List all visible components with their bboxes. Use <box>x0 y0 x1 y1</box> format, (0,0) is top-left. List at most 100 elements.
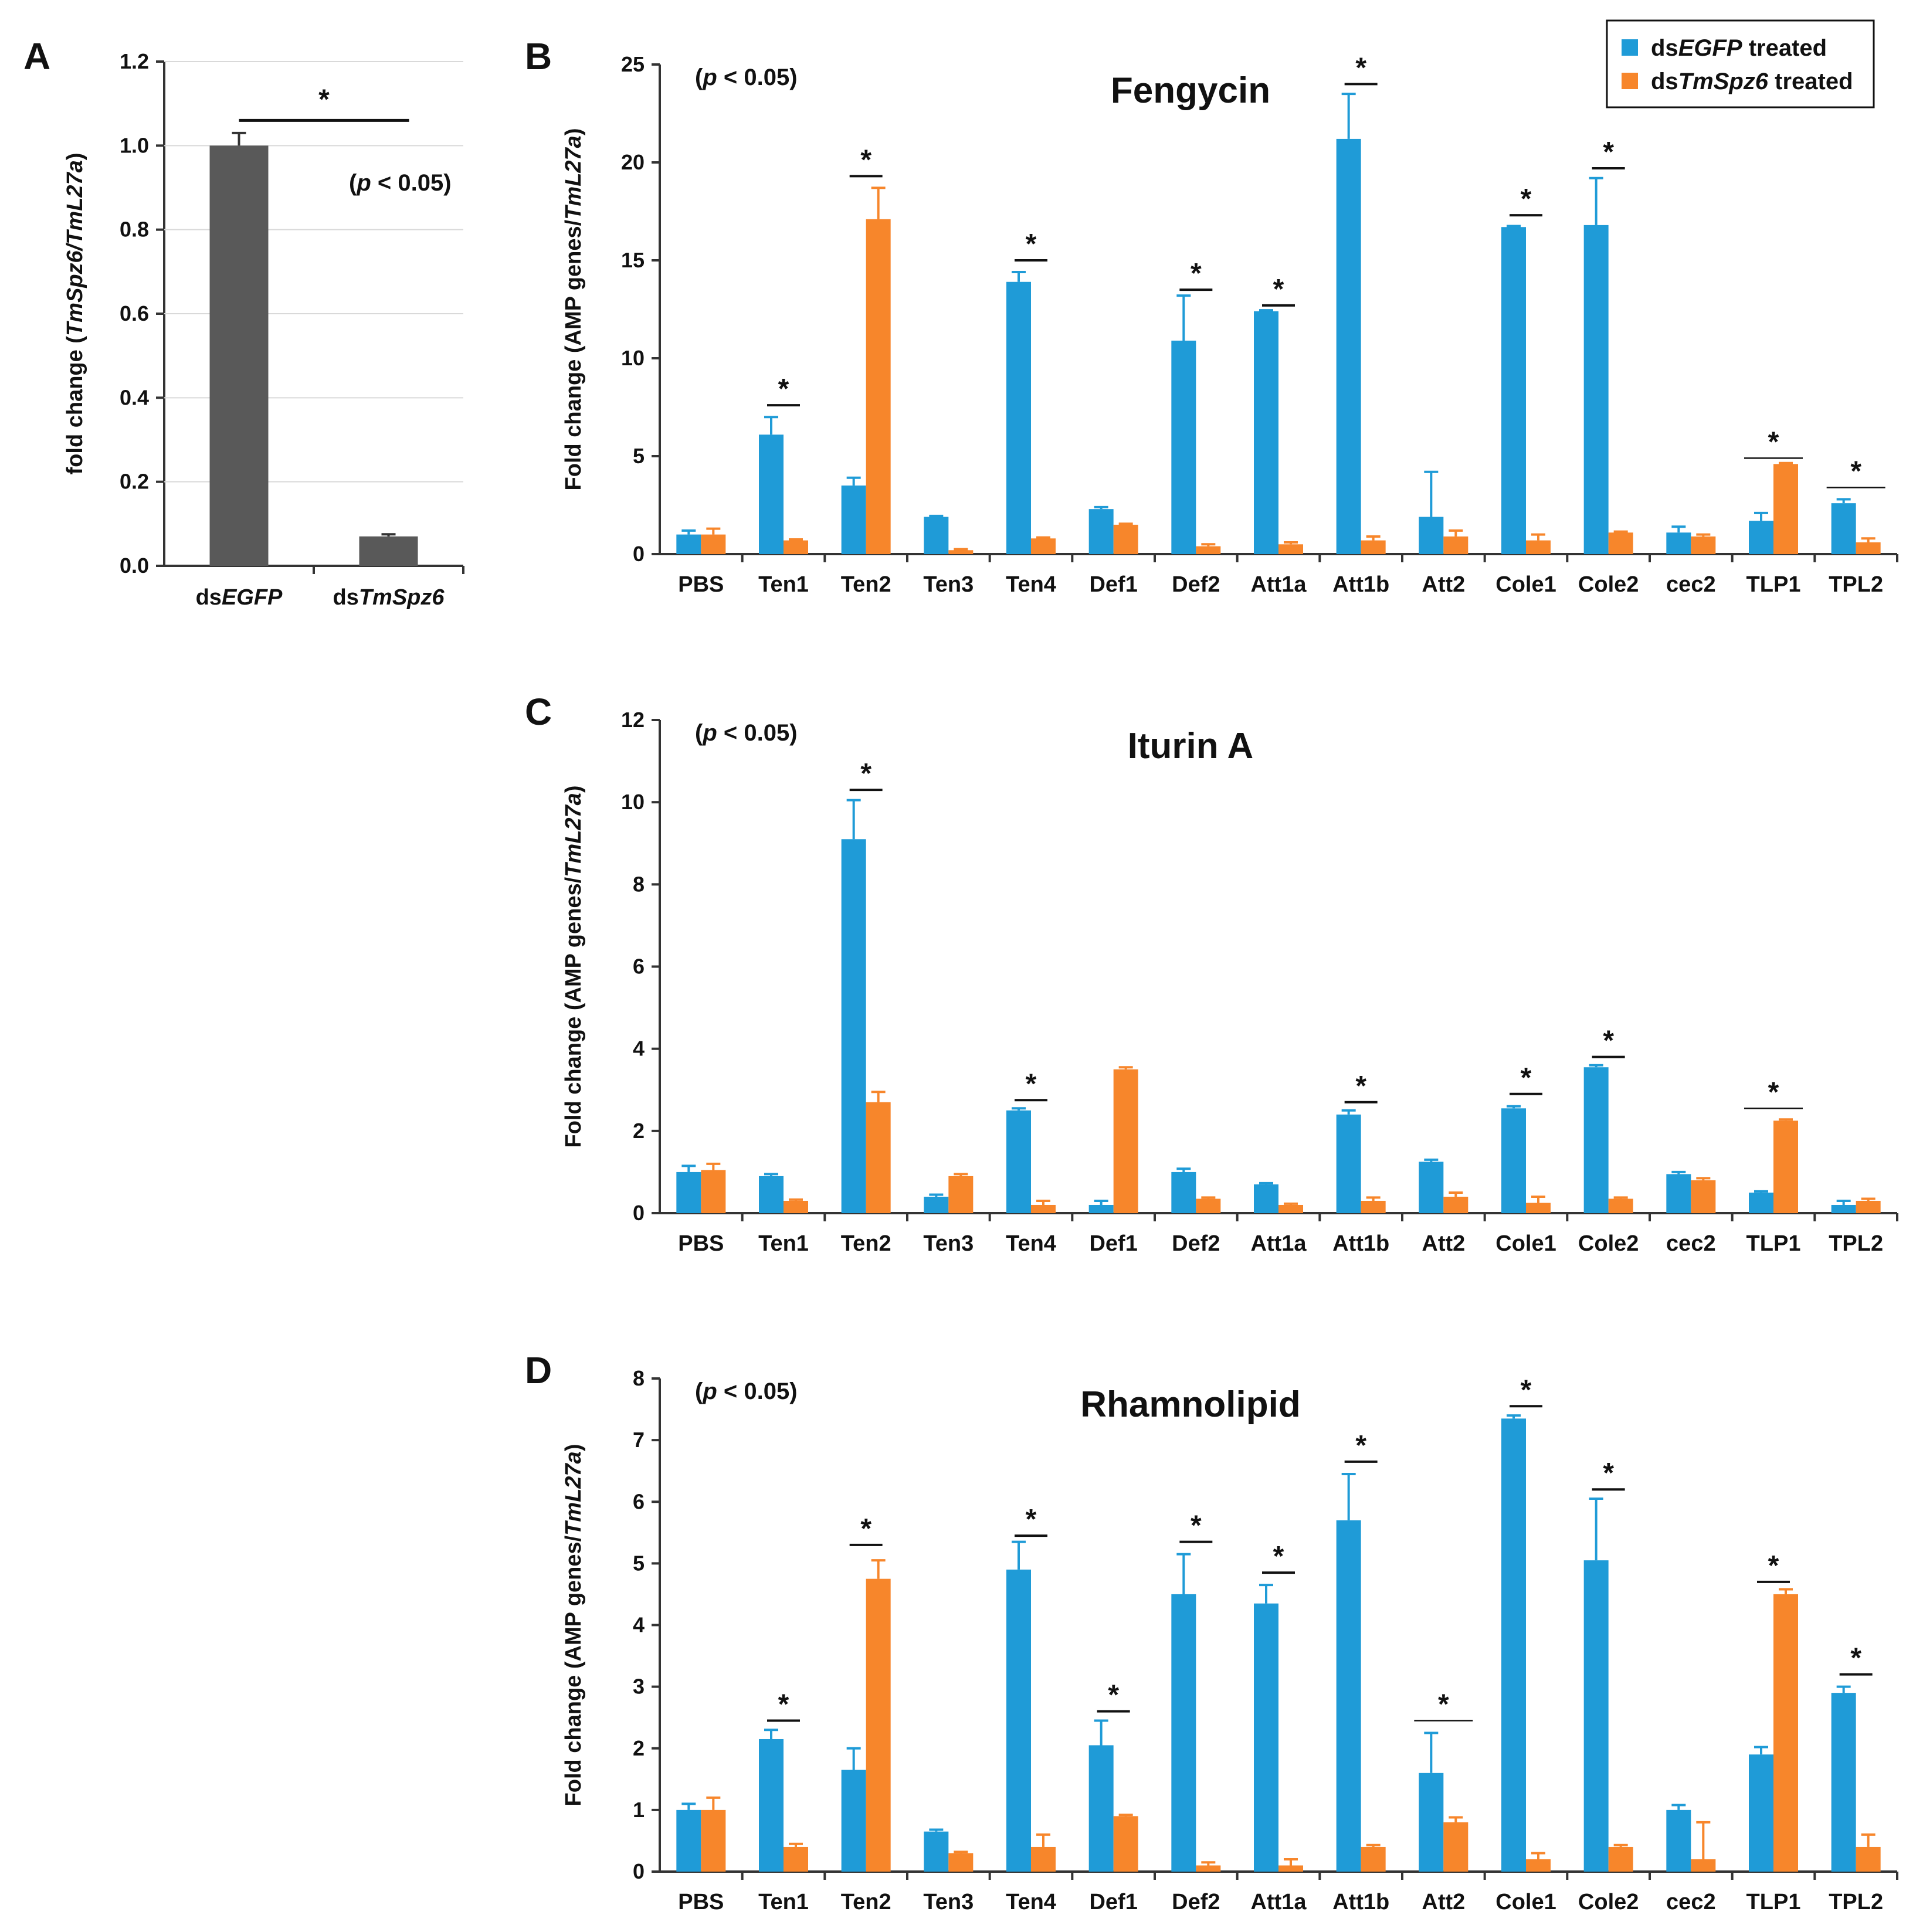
panel-c-category-label: Ten4 <box>1006 1231 1056 1256</box>
panel-d-y-tick-label: 7 <box>633 1428 645 1452</box>
panel-b-bar-egfp <box>1666 532 1691 554</box>
panel-d-bar-tmspz6 <box>1443 1822 1468 1872</box>
panel-d-category-label: Ten2 <box>841 1890 891 1914</box>
panel-letter-b: B <box>525 35 552 77</box>
panel-d-category-label: Ten1 <box>758 1890 809 1914</box>
panel-a-y-tick-label: 0.4 <box>120 385 149 409</box>
panel-c-bar-egfp <box>1419 1162 1444 1213</box>
panel-letter-c: C <box>525 691 552 733</box>
panel-d-bar-tmspz6 <box>1526 1859 1551 1872</box>
panel-d-y-tick-label: 3 <box>633 1675 645 1699</box>
panel-d-category-label: Cole2 <box>1578 1890 1639 1914</box>
panel-c-category-label: Att1a <box>1250 1231 1307 1256</box>
panel-letter-a: A <box>23 35 50 77</box>
panel-b-bar-tmspz6 <box>1608 532 1633 554</box>
legend-label-spz6: dsTmSpz6 treated <box>1651 69 1853 94</box>
panel-d-y-axis-title: Fold change (AMP genes/TmL27a) <box>561 1444 586 1807</box>
panel-c-bar-egfp <box>1171 1172 1196 1213</box>
panel-c-significance-star: * <box>1603 1026 1614 1057</box>
panel-c-category-label: Cole2 <box>1578 1231 1639 1256</box>
panel-d-significance-star: * <box>1273 1541 1284 1572</box>
panel-b-bar-tmspz6 <box>1196 546 1221 554</box>
panel-d-bar-egfp <box>1666 1809 1691 1872</box>
panel-c-category-label: Ten3 <box>923 1231 974 1256</box>
panel-b-significance-star: * <box>1191 258 1202 289</box>
panel-d-bar-egfp <box>924 1831 949 1872</box>
legend: dsEGFP treated dsTmSpz6 treated <box>1606 19 1875 108</box>
panel-d-y-tick-label: 0 <box>633 1859 645 1883</box>
panel-d-bar-tmspz6 <box>784 1846 808 1872</box>
panel-b-significance-star: * <box>1355 52 1366 83</box>
panel-a: A 0.0 0.2 0.4 0.6 0.8 1.0 1.2 dsEGFP dsTmSpz6 * (p … <box>23 35 464 610</box>
panel-b-bar-tmspz6 <box>948 550 974 554</box>
panel-c-bar-tmspz6 <box>1773 1121 1798 1213</box>
panel-b-category-label: Ten3 <box>923 572 974 597</box>
panel-c-category-label: Cole1 <box>1495 1231 1556 1256</box>
panel-b: B 0 5 10 15 20 25 PBS Ten1 Ten2 Ten3 Ten4 Def1 Def2 At… <box>525 35 1898 597</box>
panel-a-y-tick-label: 0.0 <box>120 554 149 578</box>
panel-d-bar-tmspz6 <box>701 1809 726 1872</box>
panel-c-bar-egfp <box>759 1176 784 1213</box>
panel-c-bar-egfp <box>1088 1204 1114 1213</box>
panel-a-y-axis-title: fold change (TmSpz6/TmL27a) <box>63 153 87 475</box>
panel-c-category-label: Def2 <box>1172 1231 1220 1256</box>
panel-b-significance-star: * <box>1521 184 1532 215</box>
panel-b-bar-egfp <box>841 485 866 554</box>
panel-c-category-label: Att2 <box>1422 1231 1465 1256</box>
panel-d-category-label: Att2 <box>1422 1890 1465 1914</box>
panel-d: D 0 1 2 3 4 5 6 7 8 PBS Ten1 Ten2 Ten3 Ten4 Def1 Def2 Att… <box>525 1349 1898 1914</box>
panel-b-bar-egfp <box>676 534 701 554</box>
panel-c-y-tick-label: 2 <box>633 1119 645 1143</box>
panel-c-category-label: cec2 <box>1666 1231 1716 1256</box>
panel-d-bar-egfp <box>1006 1569 1031 1872</box>
panel-d-category-label: Ten3 <box>923 1890 974 1914</box>
panel-c-bar-egfp <box>1254 1184 1278 1213</box>
panel-b-bar-tmspz6 <box>1443 536 1468 554</box>
panel-b-category-label: TPL2 <box>1829 572 1883 597</box>
panel-b-y-tick-label: 0 <box>633 542 645 566</box>
panel-d-bar-egfp <box>676 1809 701 1872</box>
panel-a-y-tick-label: 0.6 <box>120 301 149 325</box>
panel-b-category-label: Ten1 <box>758 572 809 597</box>
panel-b-category-label: Ten4 <box>1006 572 1056 597</box>
panel-c-bar-egfp <box>924 1196 949 1213</box>
panel-c-category-label: PBS <box>678 1231 724 1256</box>
panel-c-category-label: TLP1 <box>1746 1231 1801 1256</box>
panel-c-category-label: Ten1 <box>758 1231 809 1256</box>
panel-d-significance-star: * <box>1191 1510 1202 1541</box>
panel-b-bar-egfp <box>1501 227 1526 555</box>
panel-b-category-label: Def2 <box>1172 572 1220 597</box>
panel-b-significance-star: * <box>1603 137 1614 168</box>
panel-c-bar-egfp <box>1666 1174 1691 1213</box>
panel-d-category-label: Def2 <box>1172 1890 1220 1914</box>
panel-c-bar-egfp <box>1749 1192 1773 1213</box>
legend-box <box>1606 19 1875 108</box>
panel-c-significance-star: * <box>1521 1062 1532 1094</box>
panel-d-y-tick-label: 5 <box>633 1551 645 1575</box>
panel-d-bar-tmspz6 <box>1608 1846 1633 1872</box>
panel-d-category-label: Ten4 <box>1006 1890 1056 1914</box>
panel-c-significance-star: * <box>1355 1071 1366 1102</box>
panel-d-bar-egfp <box>1749 1754 1773 1872</box>
panel-d-bar-egfp <box>841 1770 866 1872</box>
panel-a-y-tick-label: 0.2 <box>120 470 149 494</box>
panel-b-significance-star: * <box>860 144 871 175</box>
legend-swatch-egfp <box>1622 39 1638 56</box>
panel-b-significance-star: * <box>1026 229 1037 260</box>
panel-b-y-axis-title: Fold change (AMP genes/TmL27a) <box>561 128 586 491</box>
panel-c-bar-egfp <box>676 1172 701 1213</box>
panel-d-category-label: TLP1 <box>1746 1890 1801 1914</box>
panel-d-bar-tmspz6 <box>1113 1816 1138 1872</box>
panel-d-category-label: PBS <box>678 1890 724 1914</box>
panel-b-significance-star: * <box>1850 456 1861 487</box>
panel-c-category-label: Def1 <box>1089 1231 1137 1256</box>
panel-c-bar-tmspz6 <box>1526 1203 1551 1213</box>
panel-b-title: Fengycin <box>1111 70 1270 111</box>
panel-b-bar-egfp <box>1419 517 1444 554</box>
panel-d-significance-star: * <box>1603 1458 1614 1489</box>
panel-a-bar <box>209 145 269 566</box>
panel-c-category-label: Att1b <box>1332 1231 1389 1256</box>
panel-d-p-note: (p < 0.05) <box>695 1378 798 1404</box>
panel-d-significance-star: * <box>1026 1504 1037 1535</box>
